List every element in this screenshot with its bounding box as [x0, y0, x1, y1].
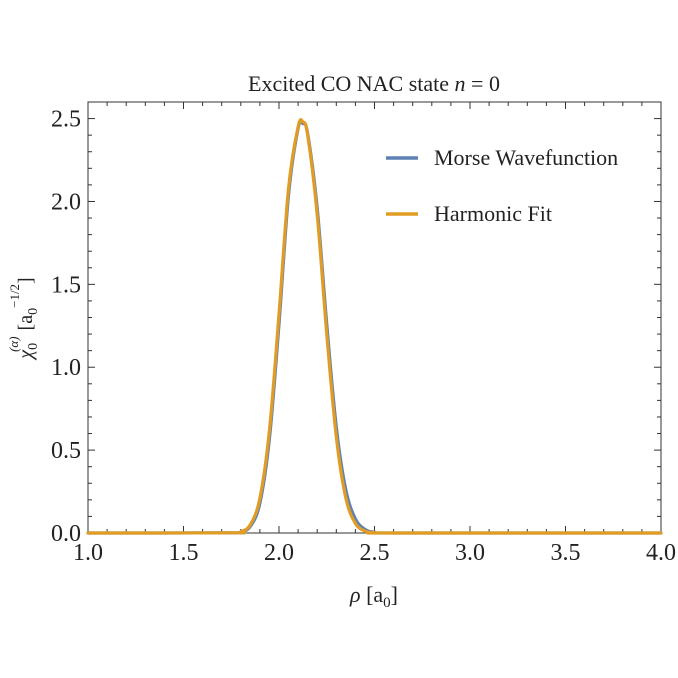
x-axis-label-unit-open: [a: [361, 582, 384, 607]
x-tick-label: 1.0: [73, 540, 103, 566]
y-tick-label: 1.5: [51, 272, 81, 298]
legend-label-harmonic: Harmonic Fit: [434, 201, 552, 226]
x-tick-label: 1.5: [169, 540, 199, 566]
y-axis-label-unit-close: ]: [15, 277, 37, 284]
chart-title-text: Excited CO NAC state: [248, 71, 455, 96]
x-axis-label: ρ [a0]: [349, 582, 398, 611]
y-axis-label-sup: (α): [6, 336, 21, 351]
x-axis-label-unit-close: ]: [391, 582, 398, 607]
y-axis-label-unit-sup: −1/2: [7, 284, 22, 308]
y-tick-label: 0.0: [51, 521, 81, 547]
x-axis-label-variable: ρ: [349, 582, 361, 607]
y-axis-label-sub: 0: [26, 343, 41, 350]
y-axis-label-unit-open: [a: [15, 315, 37, 331]
x-tick-label: 4.0: [646, 540, 676, 566]
x-tick-label: 2.0: [264, 540, 294, 566]
legend: Morse Wavefunction Harmonic Fit: [386, 145, 618, 226]
chart-title-variable: n: [455, 71, 466, 96]
chart-title-equation: = 0: [466, 71, 500, 96]
x-tick-label: 3.0: [455, 540, 485, 566]
axis-ticks: [87, 101, 662, 534]
x-tick-label: 2.5: [360, 540, 390, 566]
y-axis-label-symbol: χ: [15, 349, 37, 361]
y-tick-label: 2.0: [51, 189, 81, 215]
axis-tick-labels: 1.0 1.5 2.0 2.5 3.0 3.5 4.0 0.0 0.5 1.0 1.5 2.0 2.5: [51, 107, 676, 566]
series-line-morse: [86, 119, 663, 535]
chart-title: Excited CO NAC state n = 0: [248, 71, 500, 96]
y-tick-label: 2.5: [51, 107, 81, 133]
y-tick-label: 0.5: [51, 438, 81, 464]
series-line-harmonic: [86, 118, 663, 535]
y-axis-label-unit-sub: 0: [26, 308, 41, 315]
svg-text:χ0(α)[a0−1/2]: χ0(α)[a0−1/2]: [6, 277, 41, 360]
x-tick-label: 3.5: [551, 540, 581, 566]
y-axis-label: χ0(α)[a0−1/2]: [6, 277, 41, 360]
y-tick-label: 1.0: [51, 355, 81, 381]
series-layer: [86, 118, 663, 535]
x-axis-label-unit-sub: 0: [383, 595, 391, 611]
legend-label-morse: Morse Wavefunction: [434, 145, 618, 170]
